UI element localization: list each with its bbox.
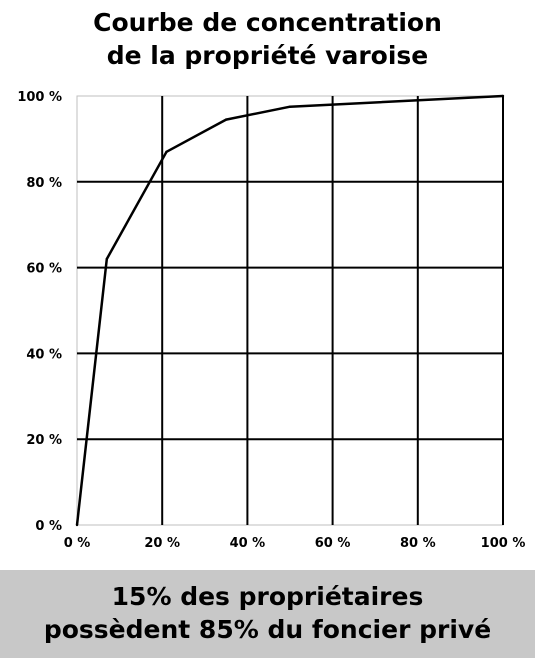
y-tick-label-0: 0 % — [35, 519, 62, 534]
y-tick-label-4: 80 % — [26, 176, 62, 191]
x-tick-label-0: 0 % — [64, 536, 91, 551]
y-tick-label-3: 60 % — [26, 262, 62, 277]
x-axis-tick-labels: 0 % 20 % 40 % 60 % 80 % 100 % — [64, 536, 526, 551]
concentration-chart: 0 % 20 % 40 % 60 % 80 % 100 % 0 % 20 % 40 % 60 %… — [17, 90, 526, 551]
curve-point-0-5 — [501, 94, 505, 98]
plot-frame — [76, 95, 504, 526]
y-tick-label-2: 40 % — [26, 347, 62, 362]
concentration-curve-0 — [75, 94, 504, 526]
x-tick-label-3: 60 % — [315, 536, 351, 551]
x-tick-label-1: 20 % — [144, 536, 180, 551]
y-tick-label-1: 20 % — [26, 433, 62, 448]
summary-line-2: possèdent 85% du foncier privé — [43, 615, 492, 644]
y-axis-tick-labels: 0 % 20 % 40 % 60 % 80 % 100 % — [17, 90, 62, 534]
y-tick-label-5: 100 % — [17, 90, 62, 105]
curve-point-0-0 — [75, 523, 79, 527]
plot-area — [76, 95, 504, 526]
summary-line-1: 15% des propriétaires — [111, 582, 424, 611]
chart-title-line-2: de la propriété varoise — [106, 41, 429, 70]
chart-title-line-1: Courbe de concentration — [93, 8, 442, 37]
x-tick-label-2: 40 % — [230, 536, 266, 551]
curve-point-0-2 — [165, 150, 168, 153]
series-lines — [75, 94, 505, 527]
curve-point-0-3 — [224, 118, 228, 121]
chart-title: Courbe de concentration de la propriété … — [0, 6, 535, 72]
summary-banner: 15% des propriétaires possèdent 85% du f… — [0, 570, 535, 658]
curve-point-0-4 — [288, 105, 292, 108]
curve-point-0-1 — [105, 257, 109, 261]
x-tick-label-5: 100 % — [481, 536, 526, 551]
grid-lines — [77, 96, 504, 525]
x-tick-label-4: 80 % — [400, 536, 436, 551]
